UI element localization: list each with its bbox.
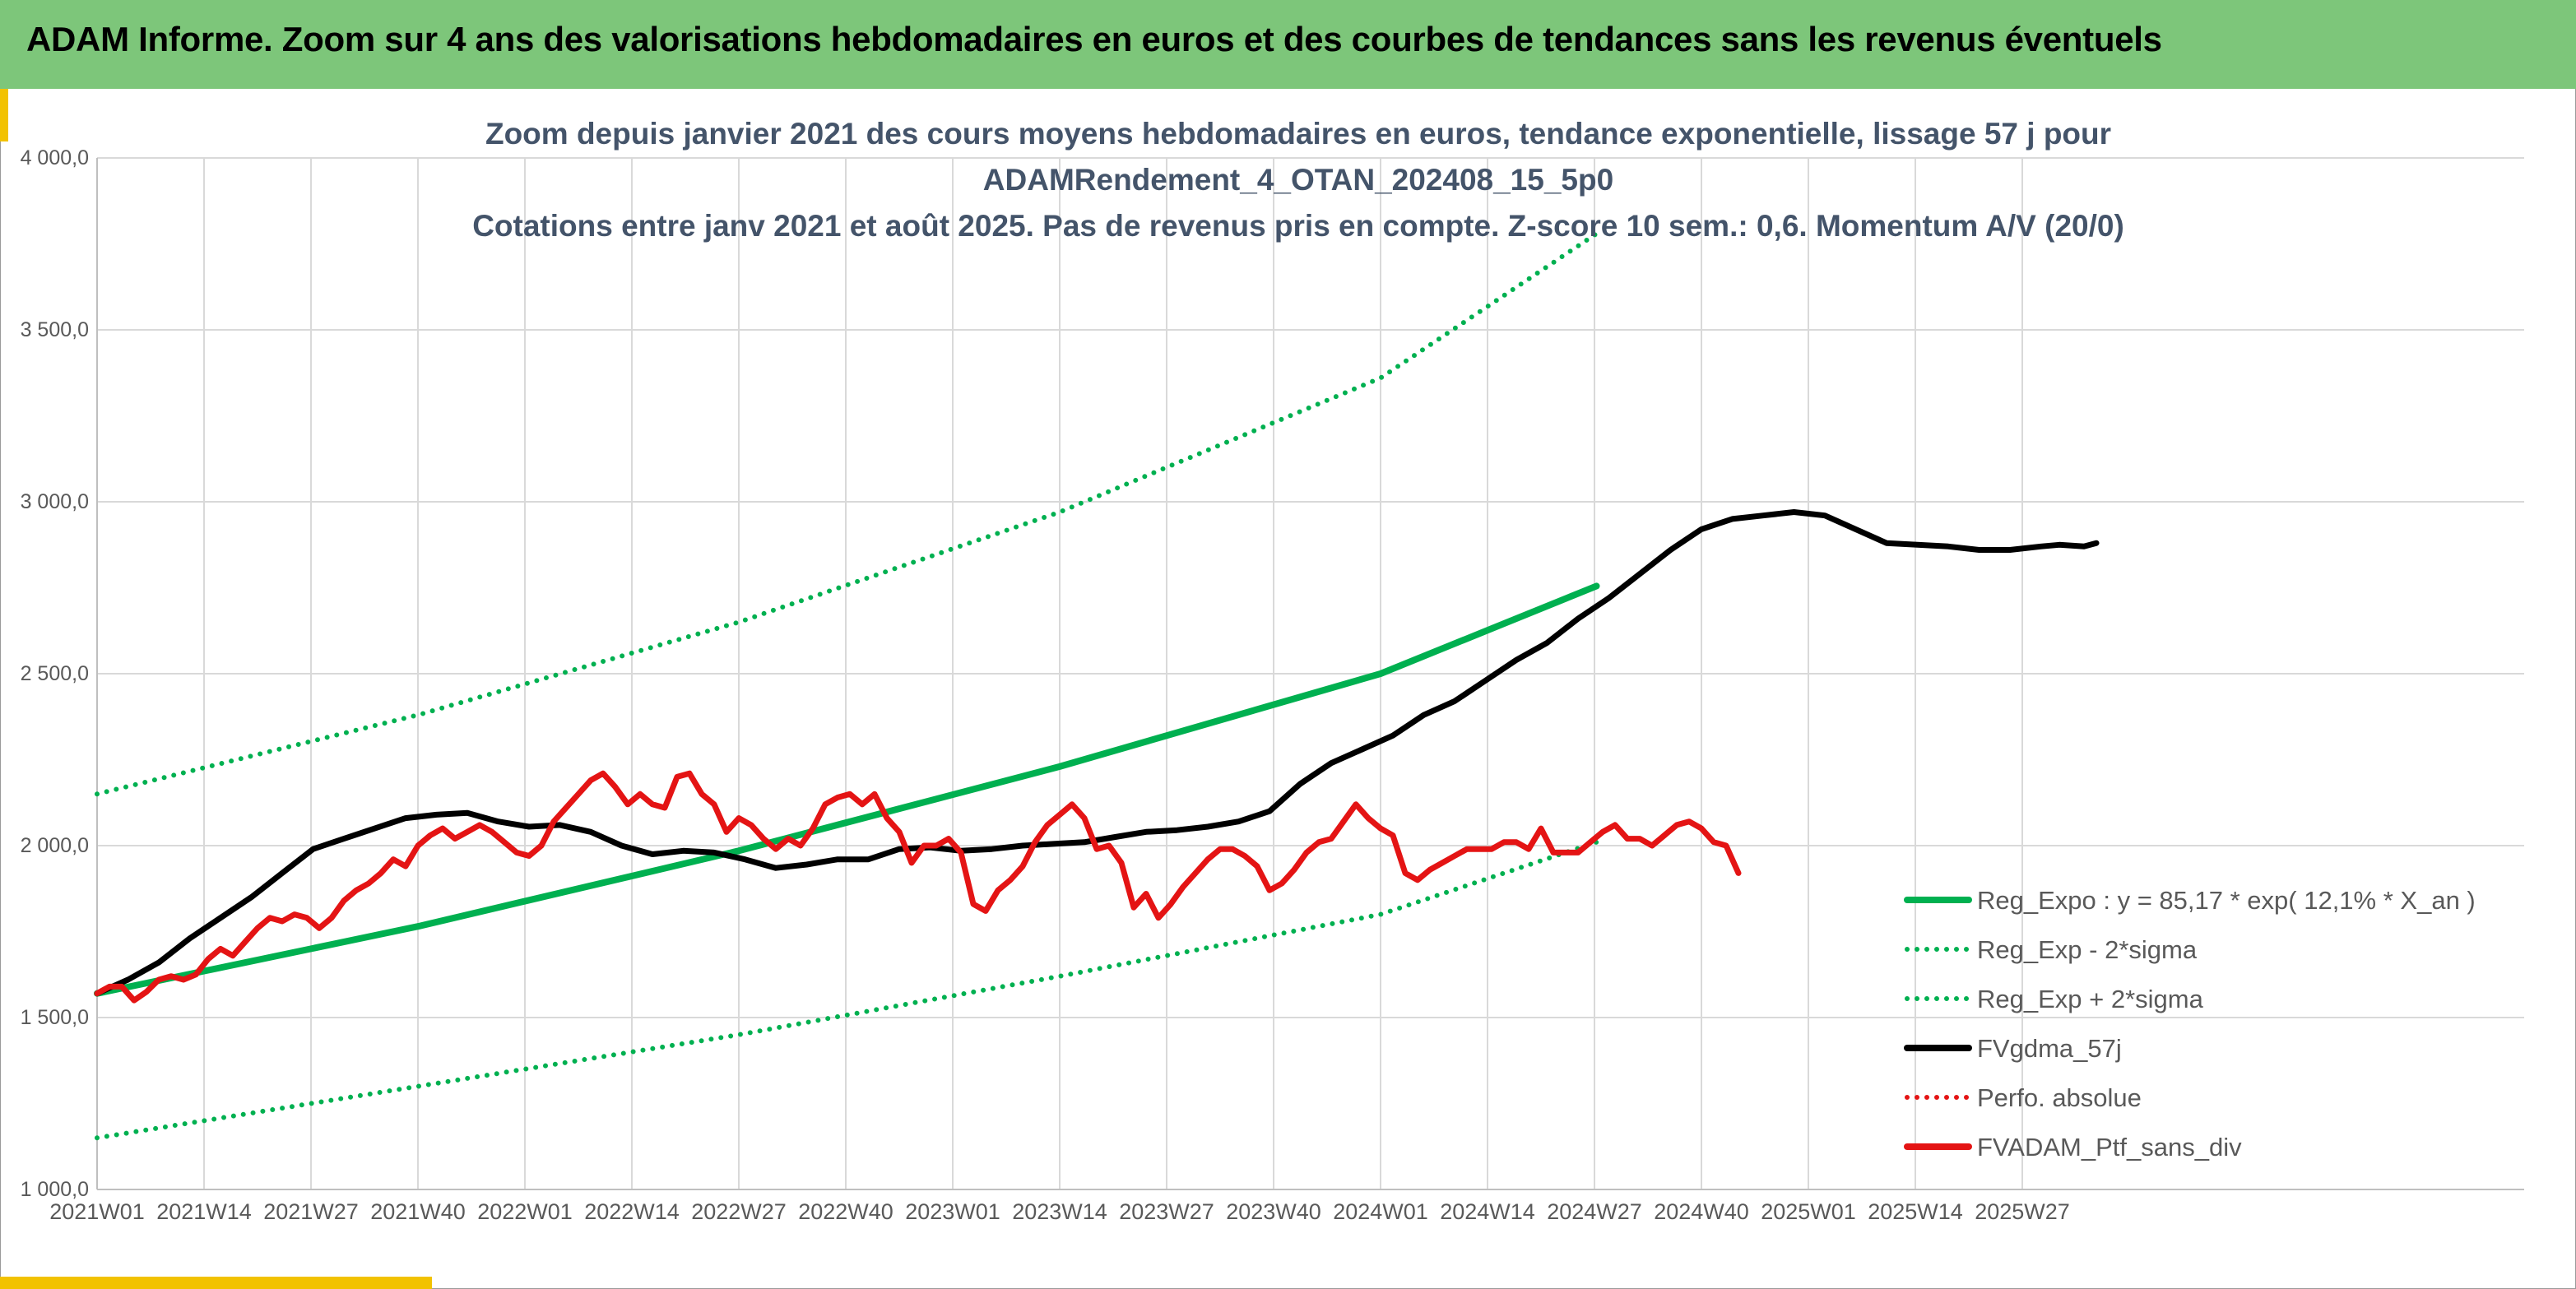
y-tick-label: 1 500,0 bbox=[21, 1006, 89, 1029]
x-tick-label: 2022W14 bbox=[584, 1199, 680, 1224]
series-line-0 bbox=[94, 582, 1600, 997]
chart-title-line-3: Cotations entre janv 2021 et août 2025. … bbox=[472, 209, 2124, 243]
x-tick-label: 2024W14 bbox=[1440, 1199, 1535, 1224]
series-line-4 bbox=[94, 770, 1742, 1004]
series-line-3 bbox=[94, 509, 2100, 997]
series-line-2 bbox=[95, 231, 1599, 797]
x-tick-label: 2022W27 bbox=[691, 1199, 787, 1224]
y-tick-label: 2 500,0 bbox=[21, 662, 89, 685]
x-tick-labels: 2021W01 2021W14 2021W27 2021W40 2022W01 2022W… bbox=[49, 1199, 2070, 1224]
x-tick-label: 2021W01 bbox=[49, 1199, 145, 1224]
legend: Reg_Expo : y = 85,17 * exp( 12,1% * X_an… bbox=[1904, 886, 2476, 1161]
series bbox=[94, 231, 2100, 1141]
grid-lines bbox=[97, 157, 2524, 1189]
header-banner: ADAM Informe. Zoom sur 4 ans des valoris… bbox=[0, 0, 2576, 89]
x-tick-label: 2021W14 bbox=[156, 1199, 252, 1224]
y-tick-labels: 1 000,0 1 500,0 2 000,0 2 500,0 3 000,0 3 500… bbox=[21, 146, 89, 1201]
accent-bar-left bbox=[0, 89, 8, 141]
legend-label: Perfo. absolue bbox=[1977, 1083, 2142, 1112]
x-tick-label: 2022W01 bbox=[477, 1199, 573, 1224]
series-line-1 bbox=[95, 839, 1599, 1141]
chart-title-line-2: ADAMRendement_4_OTAN_202408_15_5p0 bbox=[983, 163, 1613, 197]
page-title: ADAM Informe. Zoom sur 4 ans des valoris… bbox=[26, 20, 2162, 58]
legend-label: Reg_Exp + 2*sigma bbox=[1977, 985, 2204, 1013]
y-tick-label: 3 000,0 bbox=[21, 490, 89, 513]
x-tick-label: 2022W40 bbox=[798, 1199, 893, 1224]
x-tick-label: 2024W27 bbox=[1547, 1199, 1642, 1224]
legend-label: Reg_Exp - 2*sigma bbox=[1977, 935, 2198, 964]
x-tick-label: 2023W27 bbox=[1119, 1199, 1214, 1224]
x-tick-label: 2025W01 bbox=[1761, 1199, 1856, 1224]
x-tick-label: 2021W27 bbox=[263, 1199, 359, 1224]
x-tick-label: 2023W14 bbox=[1012, 1199, 1107, 1224]
x-tick-label: 2025W27 bbox=[1975, 1199, 2070, 1224]
x-tick-label: 2023W40 bbox=[1226, 1199, 1321, 1224]
y-tick-label: 1 000,0 bbox=[21, 1178, 89, 1201]
accent-bar-bottom bbox=[0, 1277, 432, 1289]
x-tick-label: 2025W14 bbox=[1868, 1199, 1963, 1224]
x-tick-label: 2023W01 bbox=[905, 1199, 1000, 1224]
legend-label: FVADAM_Ptf_sans_div bbox=[1977, 1133, 2242, 1161]
x-tick-label: 2021W40 bbox=[370, 1199, 466, 1224]
chart-title: Zoom depuis janvier 2021 des cours moyen… bbox=[472, 117, 2124, 243]
x-tick-label: 2024W01 bbox=[1333, 1199, 1428, 1224]
y-tick-label: 2 000,0 bbox=[21, 834, 89, 857]
axes bbox=[96, 158, 2524, 1190]
legend-label: FVgdma_57j bbox=[1977, 1034, 2122, 1063]
y-tick-label: 4 000,0 bbox=[21, 146, 89, 169]
chart-title-line-1: Zoom depuis janvier 2021 des cours moyen… bbox=[485, 117, 2111, 151]
y-tick-label: 3 500,0 bbox=[21, 318, 89, 341]
x-tick-label: 2024W40 bbox=[1654, 1199, 1749, 1224]
legend-label: Reg_Expo : y = 85,17 * exp( 12,1% * X_an… bbox=[1977, 886, 2476, 915]
